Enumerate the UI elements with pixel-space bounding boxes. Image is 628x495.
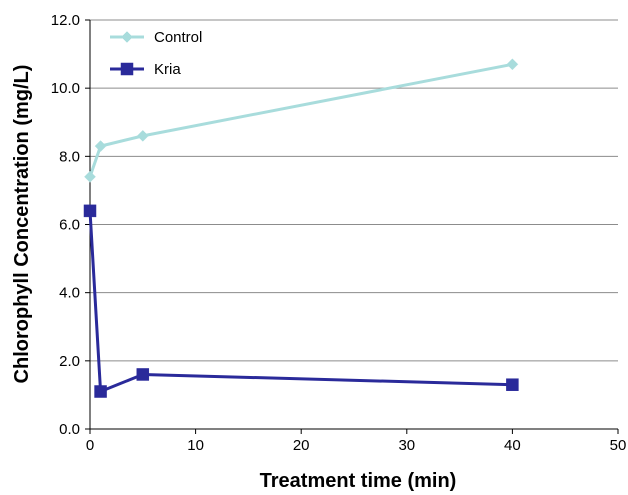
y-tick-label: 10.0	[51, 80, 80, 97]
legend-item-kria: Kria	[110, 61, 181, 78]
y-tick-label: 4.0	[59, 285, 80, 302]
x-tick-label: 50	[610, 437, 627, 454]
y-tick-labels: 0.0 2.0 4.0 6.0 8.0 10.0 12.0	[51, 12, 80, 438]
data-point-kria	[94, 385, 107, 398]
y-axis-title: Chlorophyll Concentration (mg/L)	[11, 65, 33, 384]
series-kria	[83, 204, 519, 398]
data-point-kria	[506, 378, 519, 391]
x-tick-label: 0	[86, 437, 94, 454]
series-line-kria	[88, 210, 513, 394]
legend-marker-kria	[120, 62, 134, 76]
data-point-control	[136, 130, 149, 142]
y-tick-label: 0.0	[59, 421, 80, 438]
series-line-control	[88, 62, 513, 178]
legend: Control Kria	[110, 29, 202, 78]
data-point-control	[506, 58, 519, 71]
legend-item-control: Control	[110, 29, 202, 46]
x-tick-labels: 0 10 20 30 40 50	[86, 437, 627, 454]
x-tick-label: 20	[293, 437, 310, 454]
x-tick-label: 40	[504, 437, 521, 454]
legend-label-control: Control	[154, 29, 202, 46]
series-layer	[83, 58, 519, 398]
data-point-kria	[83, 204, 97, 218]
data-point-control	[84, 170, 96, 183]
x-axis-title: Treatment time (min)	[260, 470, 457, 492]
data-point-control	[94, 140, 107, 152]
series-control	[84, 58, 519, 183]
y-tick-label: 6.0	[59, 217, 80, 234]
gridlines	[90, 19, 618, 362]
x-tick-label: 10	[187, 437, 204, 454]
x-tick-label: 30	[398, 437, 415, 454]
legend-label-kria: Kria	[154, 61, 181, 78]
y-tick-label: 12.0	[51, 12, 80, 29]
data-point-kria	[136, 368, 150, 381]
y-tick-label: 2.0	[59, 353, 80, 370]
axes	[85, 19, 619, 434]
legend-marker-control	[121, 31, 133, 43]
y-tick-label: 8.0	[59, 148, 80, 165]
